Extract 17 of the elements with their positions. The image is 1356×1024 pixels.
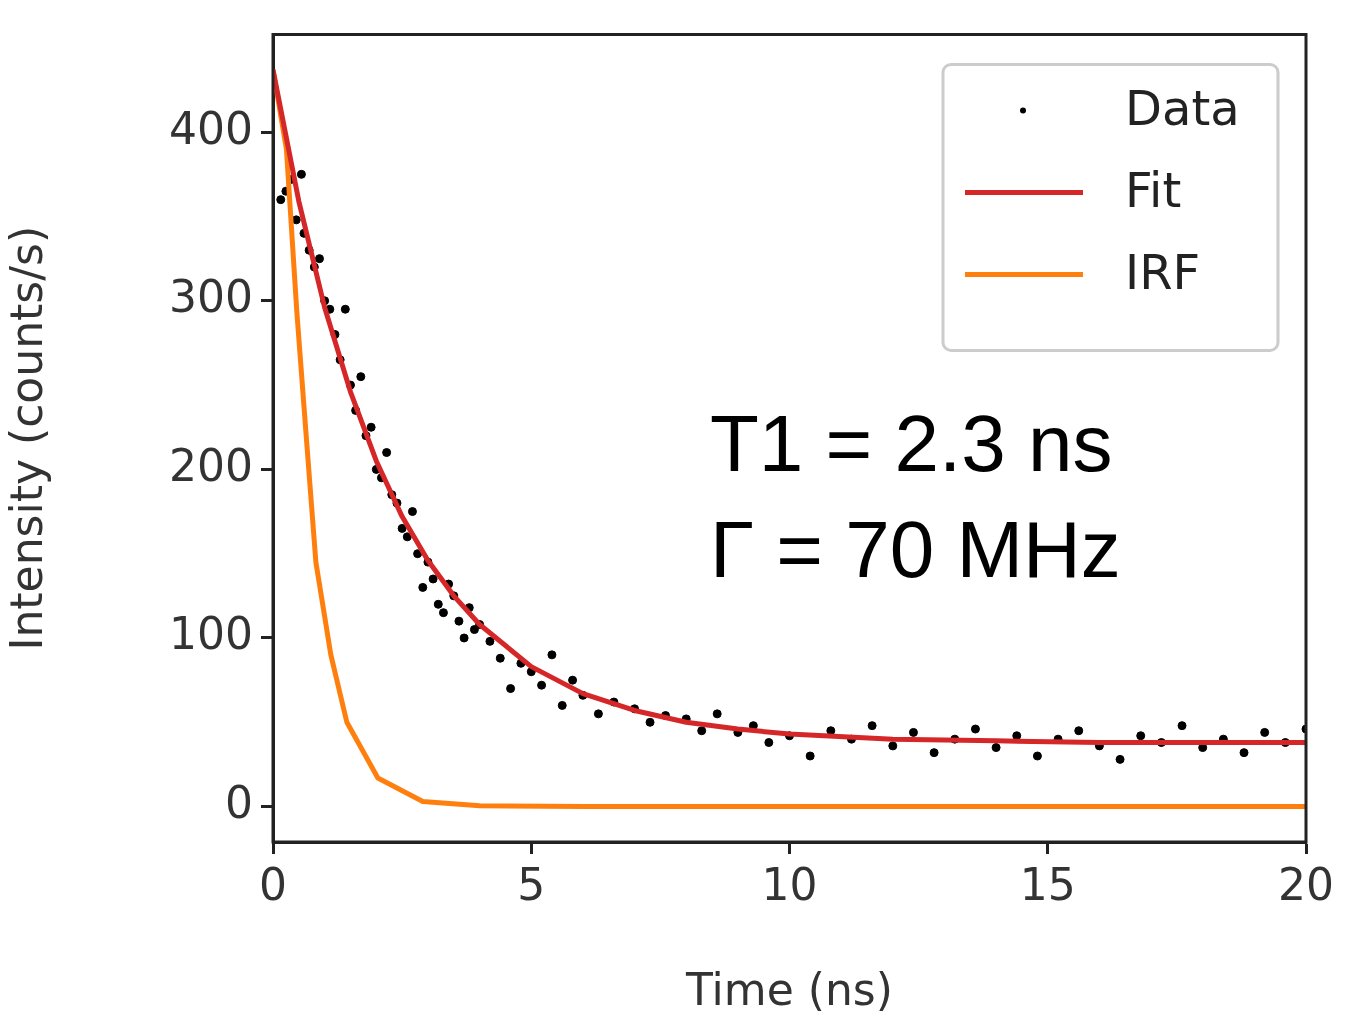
y-tick-label: 200 xyxy=(169,439,253,491)
y-tick-label: 100 xyxy=(169,608,253,660)
annotation: Γ = 70 MHz xyxy=(709,505,1121,595)
legend-label: Data xyxy=(1125,79,1240,136)
legend-label: IRF xyxy=(1125,243,1201,300)
x-tick-label: 0 xyxy=(259,858,287,910)
annotation: T1 = 2.3 ns xyxy=(709,398,1113,488)
y-tick-label: 400 xyxy=(169,102,253,154)
x-tick-label: 20 xyxy=(1278,858,1334,910)
legend-label: Fit xyxy=(1125,161,1182,218)
y-axis-title: Intensity (counts/s) xyxy=(0,225,52,651)
x-axis-title: Time (ns) xyxy=(685,964,893,1016)
x-tick-label: 10 xyxy=(761,858,818,910)
y-tick-label: 300 xyxy=(169,271,253,323)
x-tick-label: 5 xyxy=(517,858,546,910)
x-tick-label: 15 xyxy=(1019,858,1076,910)
y-tick-label: 0 xyxy=(225,777,253,829)
